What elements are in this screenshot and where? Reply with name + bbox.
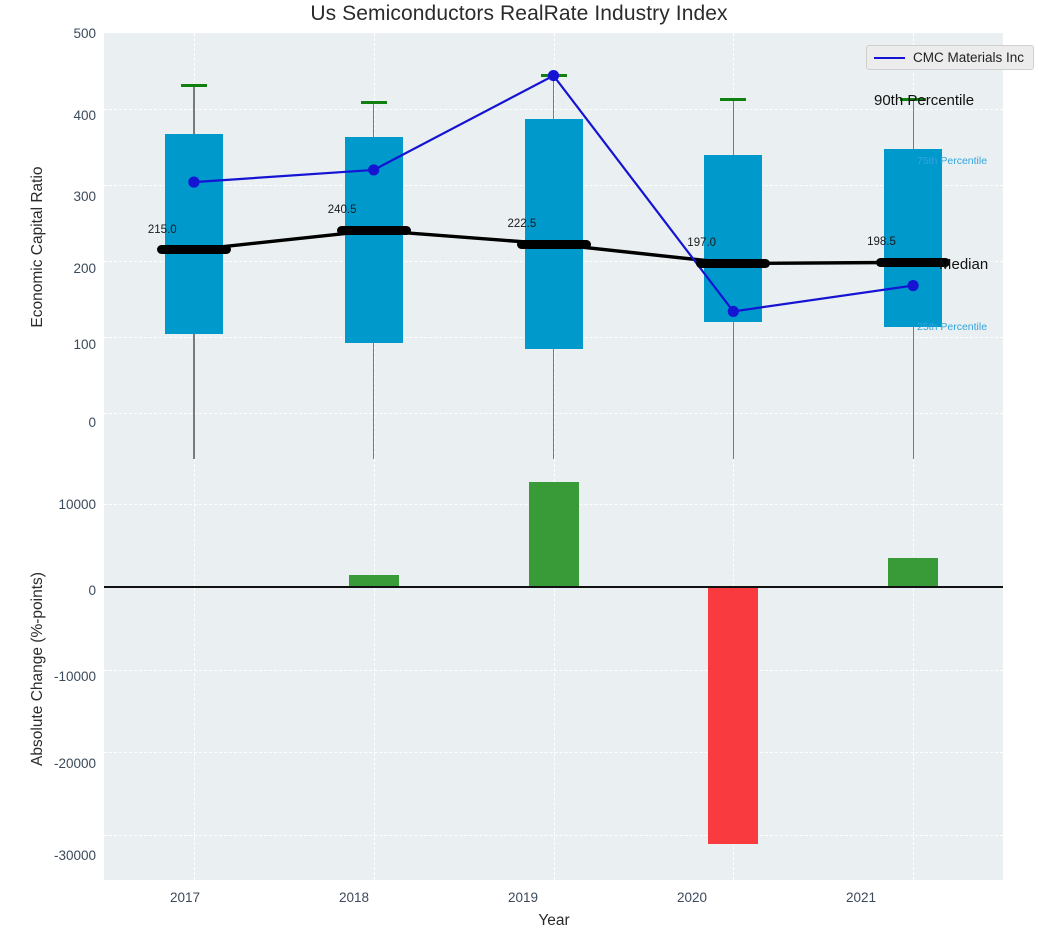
median-value-label-2020: 197.0 [687,237,717,250]
ytick-bot-0: 0 [88,583,96,598]
legend[interactable]: CMC Materials Inc [866,45,1035,70]
median-value-label-2021: 198.5 [867,236,896,249]
ytick-top-300: 300 [73,189,96,204]
ytick-top-200: 200 [73,261,96,276]
ytick-top-100: 100 [73,337,96,352]
change-bar-2020[interactable] [708,586,759,844]
xtick-2017: 2017 [169,890,201,905]
xtick-2018: 2018 [338,890,370,905]
ytick-bot--30000: -30000 [53,848,96,863]
change-bar-2018[interactable] [348,575,399,587]
xtick-2020: 2020 [676,890,708,905]
vgridline-bottom-2021 [913,459,915,880]
zero-baseline [104,586,1003,588]
annotation-90th-percentile: 90th Percentile [874,92,975,109]
median-value-label-2018: 240.5 [327,204,357,217]
median-bar-2017[interactable] [156,245,231,255]
median-value-label-2017: 215.0 [147,223,177,236]
y-axis-label-top: Economic Capital Ratio [29,166,46,328]
p90-tick-2017 [180,83,207,87]
x-axis-label: Year [538,912,570,929]
ytick-bot-10000: 10000 [58,497,96,512]
xtick-2021: 2021 [845,890,877,905]
y-axis-label-bottom: Absolute Change (%-points) [29,572,46,766]
annotation-75th-percentile: 75th Percentile [917,155,988,167]
median-bar-2021[interactable] [876,257,951,267]
iqr-bar-2019[interactable] [524,118,583,350]
ytick-bot--10000: -10000 [53,669,96,684]
ytick-top-400: 400 [73,108,96,123]
p90-tick-2019 [540,74,567,78]
legend-line-swatch-icon [874,56,905,59]
p90-tick-2020 [720,98,747,102]
legend-label-cmc: CMC Materials Inc [913,50,1025,65]
median-bar-2018[interactable] [336,225,411,235]
p90-tick-2018 [360,101,387,105]
annotation-median: Median [939,256,989,273]
median-value-label-2019: 222.5 [507,218,537,231]
ytick-top-500: 500 [73,26,96,41]
ytick-bot--20000: -20000 [53,756,96,771]
ytick-top-0: 0 [88,415,96,430]
change-bar-2021[interactable] [888,558,939,587]
vgridline-bottom-2018 [373,459,375,880]
xtick-2019: 2019 [507,890,539,905]
median-bar-2019[interactable] [516,239,591,249]
vgridline-bottom-2019 [553,459,555,880]
iqr-bar-2018[interactable] [344,137,403,344]
change-bar-2019[interactable] [528,482,579,587]
page-title: Us Semiconductors RealRate Industry Inde… [310,2,728,25]
vgridline-bottom-2017 [193,459,195,880]
median-bar-2020[interactable] [696,258,771,268]
annotation-25th-percentile: 25th Percentile [917,321,988,333]
